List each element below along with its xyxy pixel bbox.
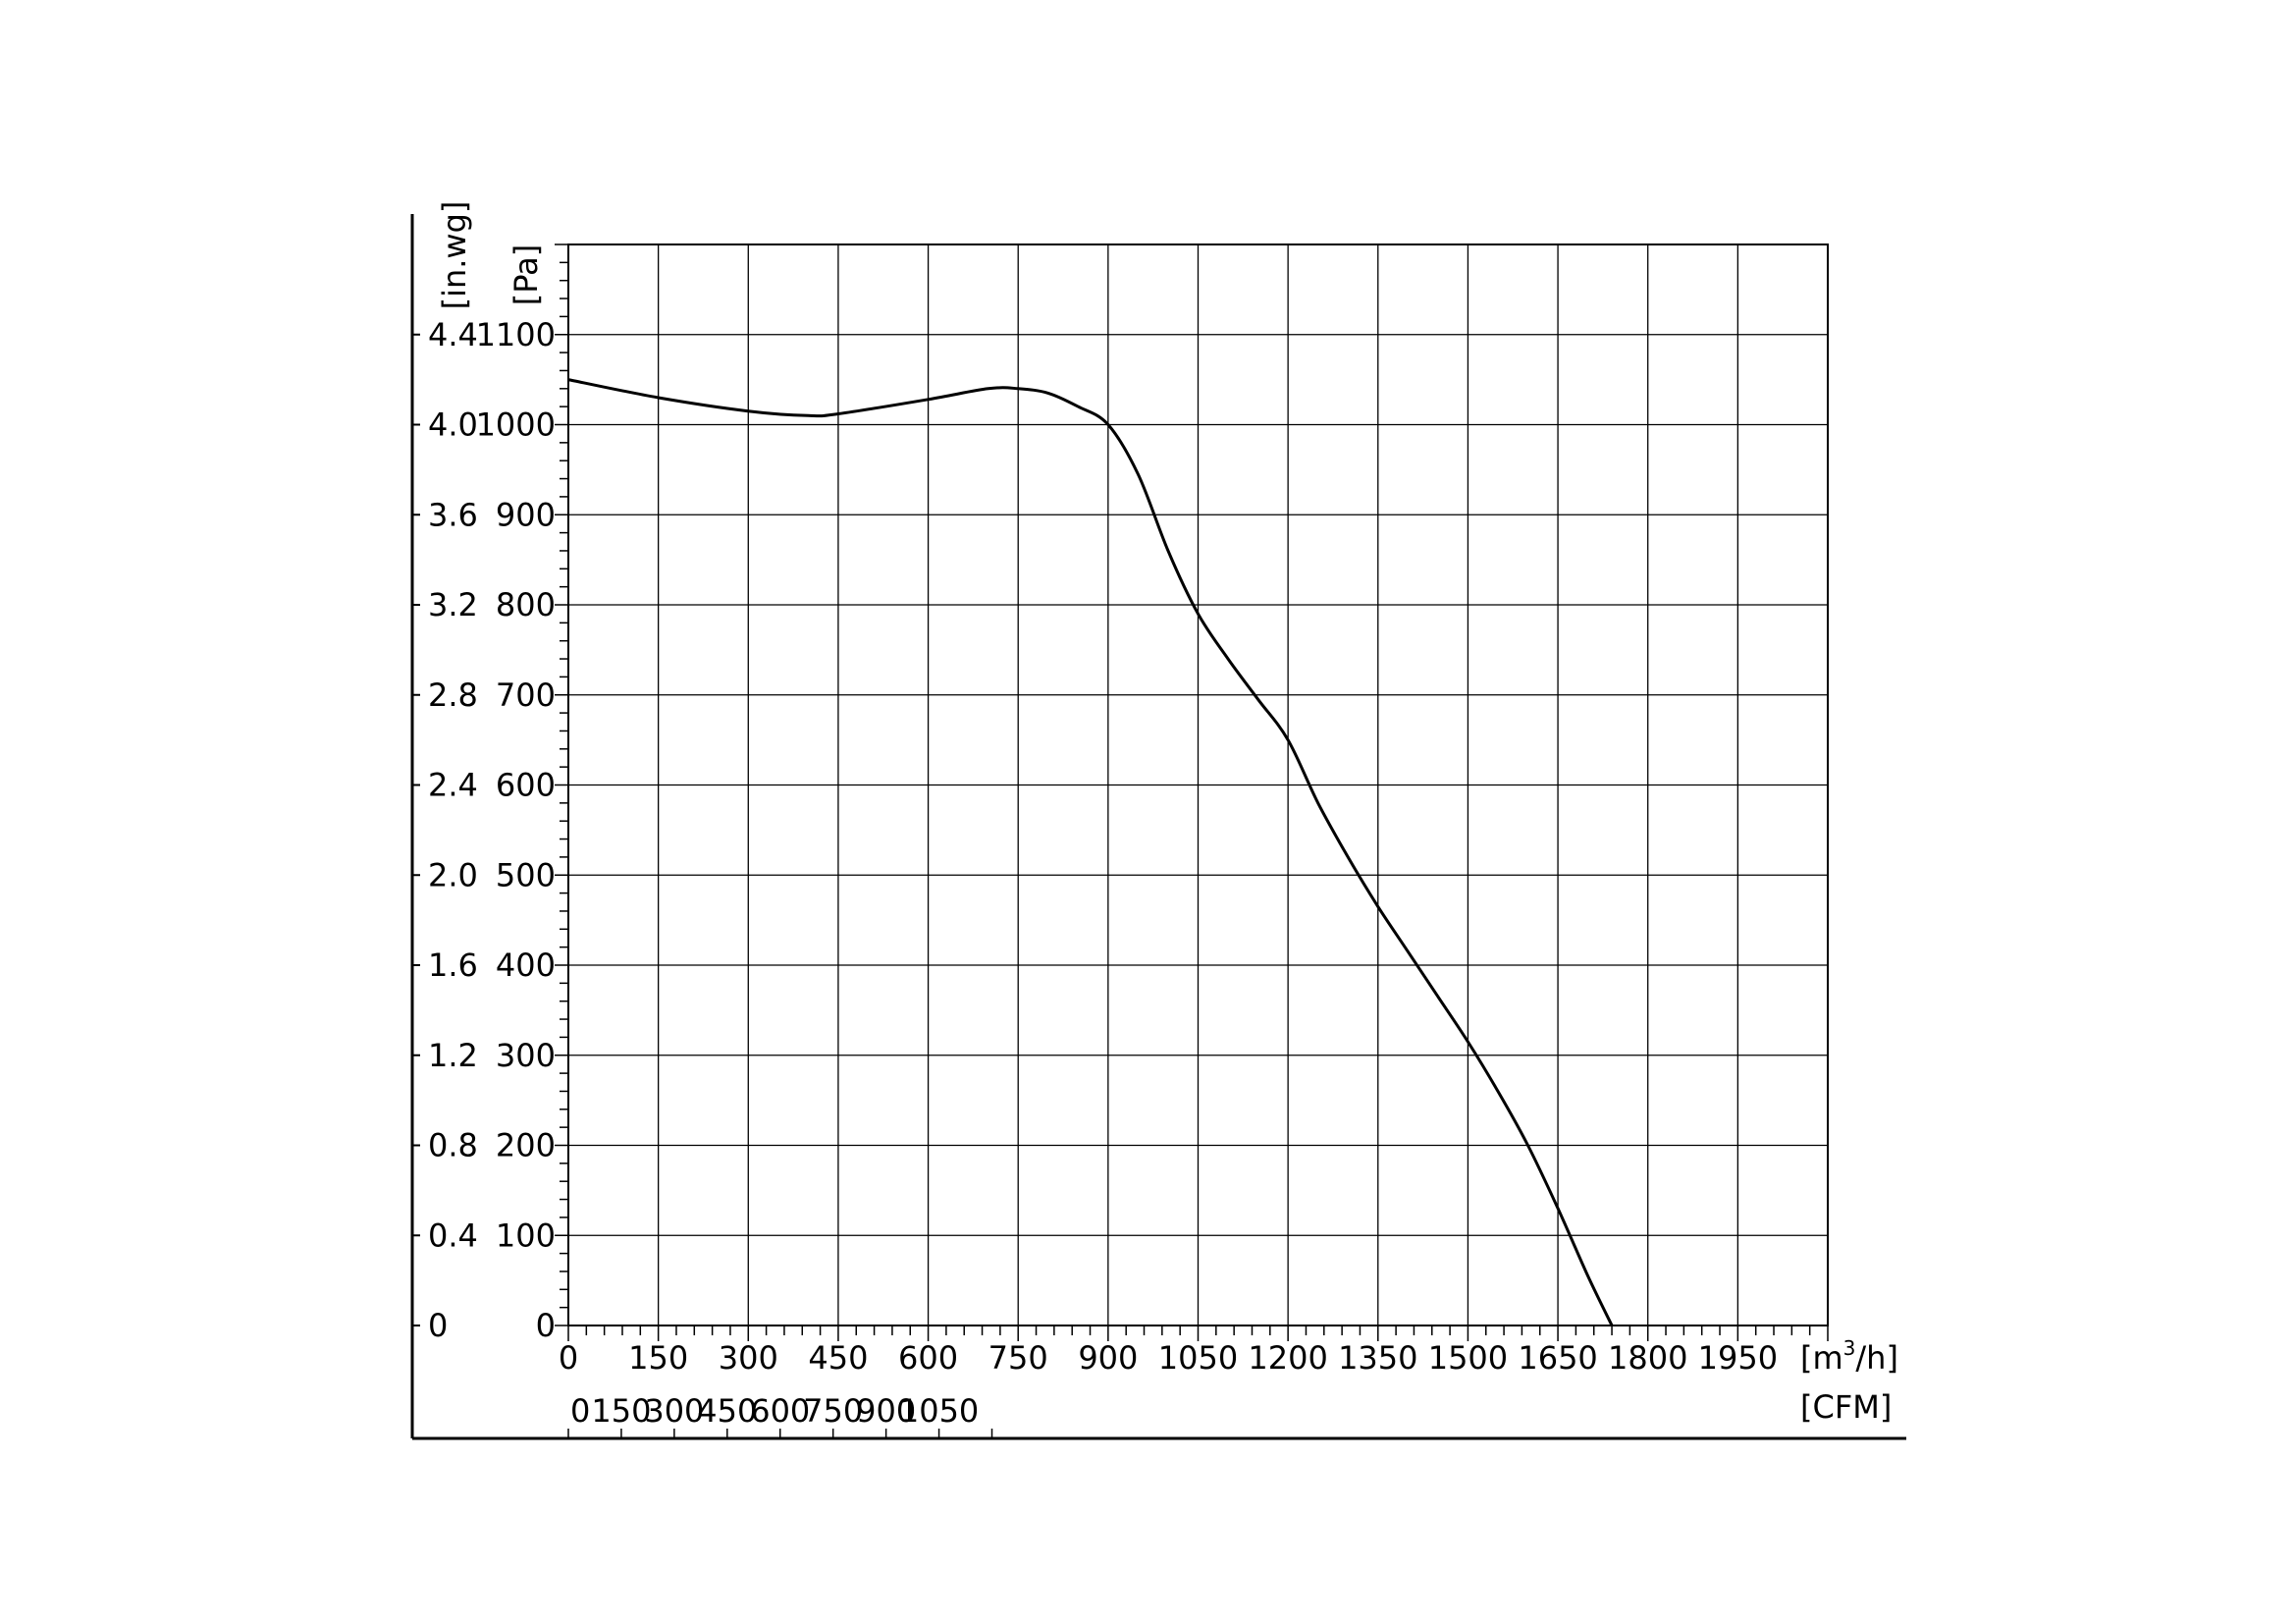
inwg-unit-label: [in.wg] xyxy=(436,201,473,310)
cfm-tick-label: 1050 xyxy=(899,1392,979,1430)
m3h-tick-label: 1800 xyxy=(1608,1339,1687,1377)
inwg-tick-label: 1.6 xyxy=(428,947,478,984)
m3h-tick-label: 1950 xyxy=(1698,1339,1778,1377)
pa-tick-label: 600 xyxy=(496,767,556,804)
m3h-unit-superscript: 3 xyxy=(1843,1336,1856,1360)
inwg-tick-label: 2.0 xyxy=(428,856,478,893)
m3h-unit-label: [m3/h] xyxy=(1800,1336,1898,1377)
pa-tick-label: 1000 xyxy=(476,406,556,444)
pa-unit-label: [Pa] xyxy=(507,244,545,305)
cfm-tick-label: 900 xyxy=(856,1392,916,1430)
cfm-tick-label: 450 xyxy=(697,1392,757,1430)
m3h-tick-label: 150 xyxy=(628,1339,688,1377)
fan-curve-line-0 xyxy=(567,378,1614,1326)
pa-tick-label: 900 xyxy=(496,496,556,533)
m3h-tick-label: 450 xyxy=(808,1339,868,1377)
series xyxy=(567,378,1614,1326)
chart-frame xyxy=(410,214,1906,1440)
m3h-tick-label: 300 xyxy=(719,1339,778,1377)
m3h-tick-label: 900 xyxy=(1078,1339,1138,1377)
inwg-tick-label: 1.2 xyxy=(428,1037,478,1074)
pa-tick-label: 200 xyxy=(496,1127,556,1164)
m3h-tick-label: 1050 xyxy=(1158,1339,1238,1377)
m3h-tick-label: 1200 xyxy=(1248,1339,1327,1377)
pa-tick-label: 100 xyxy=(496,1217,556,1254)
m3h-tick-label: 1350 xyxy=(1338,1339,1417,1377)
inwg-tick-label: 2.8 xyxy=(428,676,478,714)
m3h-tick-label: 1650 xyxy=(1518,1339,1597,1377)
inwg-tick-label: 2.4 xyxy=(428,767,478,804)
grid xyxy=(568,244,1828,1325)
pa-tick-label: 300 xyxy=(496,1037,556,1074)
inwg-tick-label: 0.8 xyxy=(428,1127,478,1164)
cfm-unit-label: [CFM] xyxy=(1800,1388,1892,1426)
cfm-tick-label: 750 xyxy=(803,1392,863,1430)
cfm-tick-label: 300 xyxy=(644,1392,704,1430)
inwg-tick-label: 3.6 xyxy=(428,496,478,533)
cfm-tick-label: 0 xyxy=(570,1392,590,1430)
axis-labels: 001000.42000.83001.24001.65002.06002.470… xyxy=(428,316,1778,1430)
inwg-tick-label: 3.2 xyxy=(428,586,478,623)
inwg-tick-label: 0 xyxy=(428,1307,448,1344)
pa-tick-label: 800 xyxy=(496,586,556,623)
inwg-tick-label: 4.4 xyxy=(428,316,478,353)
axis-units: [in.wg] [Pa] [m3/h] [CFM] xyxy=(436,201,1898,1426)
inwg-tick-label: 4.0 xyxy=(428,406,478,444)
m3h-unit-suffix: /h] xyxy=(1855,1339,1898,1377)
pa-tick-label: 500 xyxy=(496,856,556,893)
cfm-tick-label: 600 xyxy=(750,1392,810,1430)
cfm-tick-label: 150 xyxy=(591,1392,651,1430)
m3h-tick-label: 600 xyxy=(898,1339,958,1377)
pa-tick-label: 0 xyxy=(536,1307,556,1344)
m3h-unit-prefix: [m xyxy=(1800,1339,1843,1377)
m3h-tick-label: 750 xyxy=(988,1339,1048,1377)
m3h-tick-label: 0 xyxy=(559,1339,578,1377)
m3h-tick-label: 1500 xyxy=(1428,1339,1508,1377)
inwg-tick-label: 0.4 xyxy=(428,1217,478,1254)
pa-tick-label: 1100 xyxy=(476,316,556,353)
pa-tick-label: 400 xyxy=(496,947,556,984)
pa-tick-label: 700 xyxy=(496,676,556,714)
axis-ticks xyxy=(412,243,1829,1438)
